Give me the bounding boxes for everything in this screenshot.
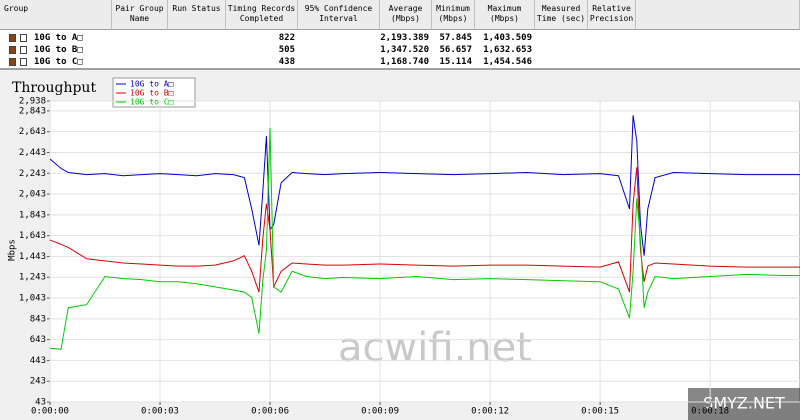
header-line: Name [129,14,150,23]
column-header: Average (Mbps) [380,0,432,30]
column-header: Run Status [168,0,226,30]
y-axis-label: Mbps [8,239,18,261]
expand-icon [20,34,27,42]
watermark: acwifi.net [338,325,532,371]
y-tick-label: 2,243 [19,169,46,179]
y-tick-label: 2,643 [19,127,46,137]
pair-icon [9,46,16,54]
header-line: Time (sec) [536,14,586,23]
cell-records: 505 [278,45,295,55]
column-header: Measured Time (sec) [535,0,588,30]
header-line: 95% Confidence [304,4,373,13]
legend-label: 10G to B□ [130,89,174,98]
header-line: (Mbps) [438,14,468,23]
cell-maximum: 1,632.653 [483,45,532,55]
header-line: Completed [239,14,284,23]
header-line: Interval [319,14,358,23]
group-name: 10G to B□ [34,45,83,55]
results-table: Group Pair Group Name Run Status Timing Reco… [0,0,800,70]
header-line: Precision [589,14,634,23]
series-line [50,115,800,256]
header-line: Average [388,4,423,13]
cell-minimum: 57.845 [439,33,472,43]
lines [50,115,800,350]
plot-area [49,100,800,403]
column-header: Relative Precision [588,0,636,30]
cell-average: 1,168.740 [380,57,429,67]
header-line: Relative [592,4,631,13]
group-name: 10G to C□ [34,57,83,67]
cell-maximum: 1,454.546 [483,57,532,67]
cell-minimum: 56.657 [439,45,472,55]
column-header: 95% Confidence Interval [298,0,380,30]
y-tick-label: 443 [30,356,46,366]
y-tick-label: 2,043 [19,190,46,200]
series-line [50,127,800,350]
pair-icon [9,58,16,66]
legend-label: 10G to C□ [130,98,174,107]
watermark: SMYZ.NET [703,394,785,413]
x-tick-label: 0:00:15 [581,407,619,417]
header-line: Run Status [172,4,221,13]
header-line: Pair Group [115,4,164,13]
series-line [50,167,800,293]
column-header: Group [0,0,112,30]
watermark-bg [688,388,800,420]
header-line: Group [4,4,29,13]
header-line: (Mbps) [391,14,420,23]
y-tick-label: 1,243 [19,273,46,283]
y-tick-label: 1,843 [19,210,46,220]
cell-records: 438 [278,57,295,67]
y-tick-label: 2,938 [19,97,46,107]
header-line: Measured [541,4,581,13]
y-tick-label: 843 [30,314,46,324]
group-name: 10G to A□ [34,33,83,43]
x-tick-label: 0:00:00 [31,407,69,417]
legend-label: 10G to A□ [130,80,174,89]
cell-records: 822 [278,33,295,43]
expand-icon [20,46,27,54]
y-tick-label: 643 [30,335,46,345]
y-tick-label: 43 [35,398,46,408]
expand-icon [20,58,27,66]
header-line: Maximum [487,4,522,13]
x-tick-label: 0:00:09 [361,407,399,417]
header-line: (Mbps) [490,14,519,23]
x-tick-label: 0:00:03 [141,407,179,417]
column-header: Timing Records Completed [226,0,298,30]
column-header-blank [636,0,800,30]
legend [112,77,196,108]
y-tick-label: 2,843 [19,106,46,116]
cell-average: 2,193.389 [380,33,429,43]
cell-maximum: 1,403.509 [483,33,532,43]
pair-icon [9,34,16,42]
y-tick-label: 1,643 [19,231,46,241]
column-header: Maximum (Mbps) [475,0,535,30]
y-tick-label: 1,043 [19,294,46,304]
chart-title: Throughput [12,80,96,96]
y-tick-label: 2,443 [19,148,46,158]
column-header: Pair Group Name [112,0,168,30]
header-line: Minimum [436,4,470,13]
x-tick-label: 0:00:12 [471,407,509,417]
column-header: Minimum (Mbps) [432,0,475,30]
x-tick-label: 0:00:06 [251,407,289,417]
y-tick-label: 1,443 [19,252,46,262]
cell-average: 1,347.520 [380,45,429,55]
y-tick-label: 243 [30,377,46,387]
cell-minimum: 15.114 [439,57,472,67]
header-line: Timing Records [227,4,296,13]
x-tick-label: 0:00:18 [691,407,729,417]
